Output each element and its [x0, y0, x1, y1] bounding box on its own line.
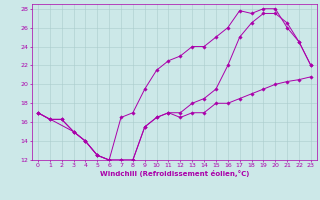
X-axis label: Windchill (Refroidissement éolien,°C): Windchill (Refroidissement éolien,°C) [100, 170, 249, 177]
